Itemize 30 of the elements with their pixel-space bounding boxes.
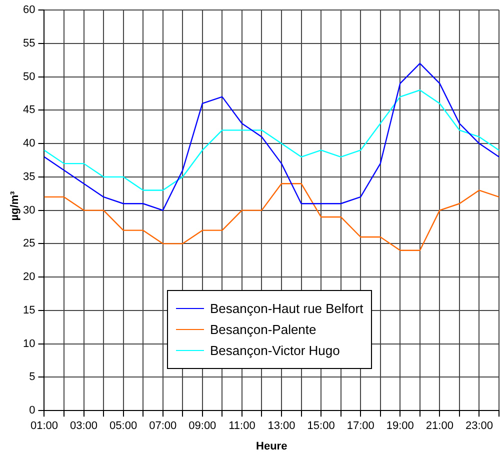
x-tick-label: 17:00 [346,420,374,432]
x-tick-label: 21:00 [426,420,454,432]
y-tick-label: 5 [29,371,36,384]
y-axis-title: µg/m³ [8,191,21,221]
y-tick-label: 15 [22,304,36,316]
x-tick-label: 11:00 [228,420,256,432]
y-tick-label: 45 [22,104,36,116]
y-tick-label: 0 [29,404,36,417]
x-tick-label: 01:00 [30,420,58,432]
x-tick-label: 07:00 [149,420,177,432]
x-axis-title: Heure [256,440,288,452]
y-tick-label: 25 [22,238,36,250]
y-tick-label: 20 [22,271,36,284]
x-tick-label: 03:00 [70,420,98,432]
x-tick-label: 05:00 [110,420,138,432]
y-tick-label: 55 [22,37,36,50]
legend-label: Besançon-Palente [210,322,316,338]
y-tick-label: 10 [22,338,36,350]
x-tick-label: 09:00 [188,420,216,432]
x-tick-label: 19:00 [386,420,414,432]
y-tick-label: 30 [22,204,36,216]
legend-label: Besançon-Haut rue Belfort [210,301,364,316]
legend-label: Besançon-Victor Hugo [210,343,340,358]
x-tick-label: 23:00 [465,420,493,432]
y-tick-label: 60 [22,4,36,16]
y-tick-label: 35 [22,170,36,183]
y-tick-label: 40 [22,138,36,150]
x-tick-label: 15:00 [307,420,335,432]
y-tick-label: 50 [22,70,36,83]
x-tick-label: 13:00 [268,420,296,432]
